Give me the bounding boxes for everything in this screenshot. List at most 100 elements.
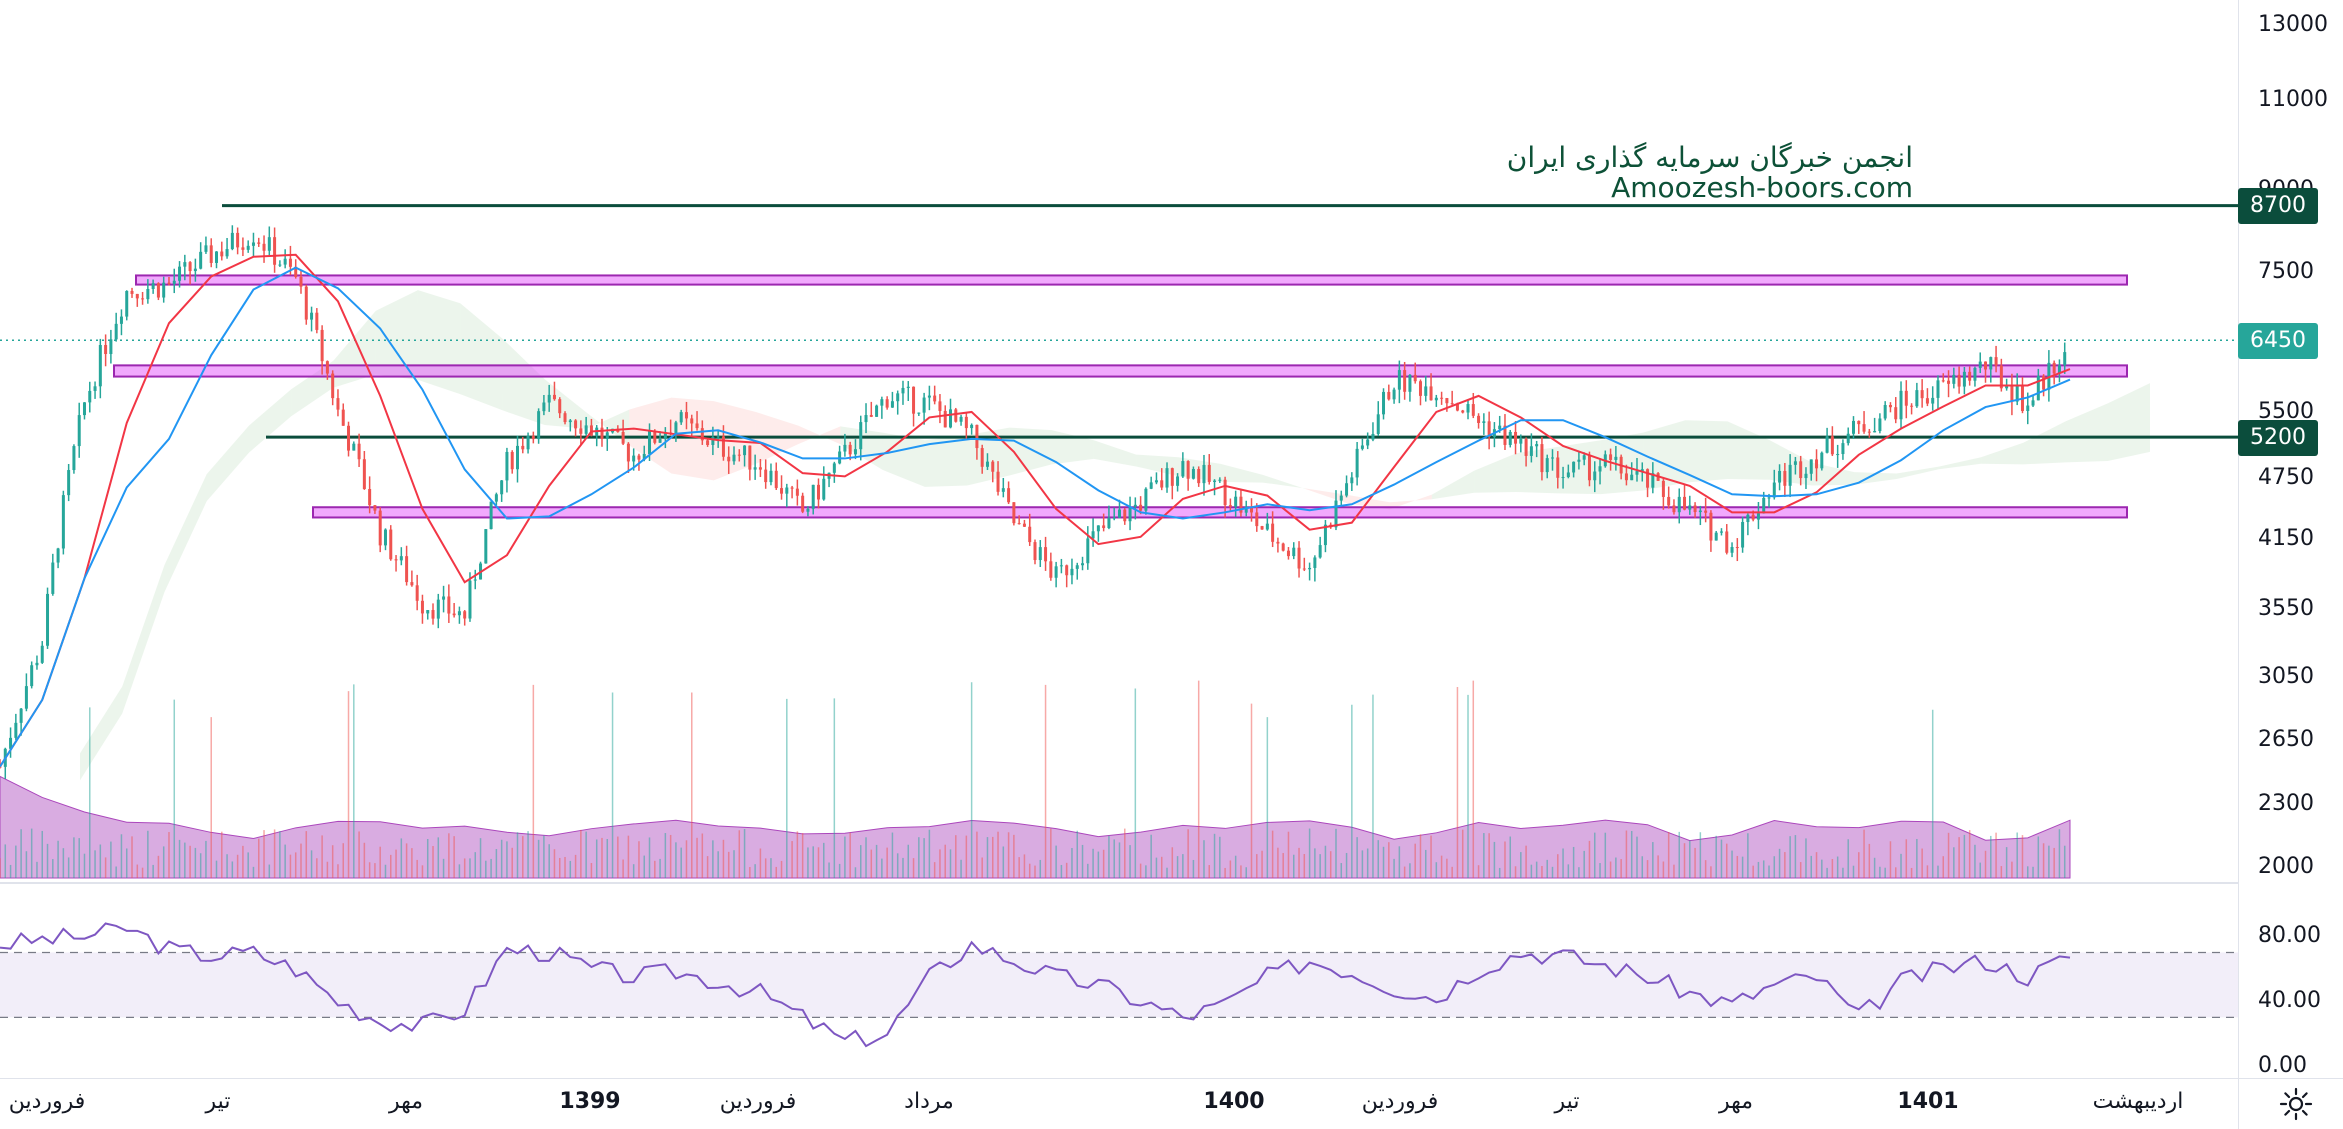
candle-body [542, 402, 546, 412]
price-tick-label: 2000 [2258, 854, 2314, 879]
candle-body [938, 401, 942, 411]
candle-body [1012, 502, 1016, 524]
candle-body [294, 266, 298, 277]
candle-body [721, 436, 725, 457]
candle-body [188, 262, 192, 272]
candle-body [1154, 480, 1158, 483]
candle-body [2026, 405, 2030, 411]
candle-body [1672, 505, 1676, 513]
candle-body [162, 282, 166, 298]
candle-body [1746, 514, 1750, 523]
candle-body [1387, 391, 1391, 400]
candle-body [1059, 565, 1063, 567]
candle-body [320, 329, 324, 362]
price-tick-label: 13000 [2258, 12, 2328, 37]
candle-body [1888, 405, 1892, 408]
candle-body [1471, 404, 1475, 416]
candle-body [1862, 424, 1866, 432]
candle-body [1255, 512, 1259, 527]
candle-body [1867, 431, 1871, 433]
moving-average-line [0, 253, 2071, 768]
rsi-tick-label: 40.00 [2258, 988, 2321, 1014]
candle-body [56, 548, 60, 563]
candle-body [1999, 365, 2003, 389]
candle-body [690, 418, 694, 424]
candle-body [1403, 370, 1407, 392]
candle-body [225, 249, 229, 257]
candle-body [801, 495, 805, 512]
candle-body [1086, 538, 1090, 564]
time-tick-label: مهر [388, 1089, 424, 1114]
candle-body [119, 316, 123, 324]
candle-body [1846, 433, 1850, 444]
candle-body [1545, 458, 1549, 473]
candle-body [220, 251, 224, 257]
candle-body [1292, 547, 1296, 557]
cloud-segment [460, 303, 503, 411]
candle-body [1223, 479, 1227, 506]
cloud-segment [798, 425, 841, 445]
candle-body [1730, 547, 1734, 553]
chart-canvas[interactable] [0, 0, 2238, 1078]
candle-body [1751, 514, 1755, 520]
candle-body [816, 484, 820, 500]
candle-body [1017, 523, 1021, 525]
candle-body [1772, 482, 1776, 498]
candle-body [964, 416, 968, 429]
candle-body [1228, 505, 1232, 507]
candle-body [1587, 455, 1591, 481]
candle-body [1830, 436, 1834, 455]
time-tick-label: مرداد [904, 1089, 954, 1114]
candle-body [906, 386, 910, 388]
candle-body [2015, 385, 2019, 402]
candle-body [980, 448, 984, 467]
candle-body [1065, 565, 1069, 576]
candle-body [880, 399, 884, 406]
candle-body [1360, 445, 1364, 449]
cloud-segment [248, 389, 292, 453]
candle-body [1857, 420, 1861, 425]
candle-body [563, 413, 567, 423]
candle-body [61, 495, 65, 549]
candle-body [1593, 471, 1597, 481]
cloud-segment [882, 432, 925, 487]
candle-body [241, 247, 245, 250]
candle-body [996, 471, 1000, 492]
volume-ma-area [0, 775, 2071, 879]
candle-body [774, 470, 778, 489]
candle-body [1445, 398, 1449, 404]
candle-body [869, 415, 873, 417]
candle-body [1978, 361, 1982, 368]
cloud-segment [1051, 430, 1094, 465]
candle-body [304, 286, 308, 320]
candle-body [727, 456, 731, 462]
candle-body [1904, 390, 1908, 406]
candle-body [1551, 457, 1554, 459]
gear-icon[interactable] [2278, 1086, 2314, 1122]
price-tick-label: 4750 [2258, 464, 2314, 490]
cloud-segment [1854, 472, 1897, 485]
candle-body [1635, 471, 1639, 475]
pane-divider[interactable] [0, 882, 2238, 884]
candle-body [251, 242, 255, 246]
candle-body [1640, 469, 1644, 472]
candle-body [415, 585, 419, 601]
candle-body [1001, 488, 1005, 492]
cloud-segment [206, 425, 249, 502]
candle-body [1323, 524, 1327, 546]
candle-body [1577, 459, 1581, 462]
candle-body [1424, 386, 1428, 396]
candle-body [1572, 461, 1576, 473]
candle-body [209, 245, 213, 263]
candle-body [389, 529, 393, 560]
candle-body [1762, 497, 1766, 514]
candle-body [1841, 443, 1845, 455]
cloud-segment [924, 435, 968, 487]
candle-body [1646, 469, 1650, 488]
price-tick-label: 7500 [2258, 259, 2314, 285]
candle-body [1276, 541, 1280, 544]
candle-body [758, 467, 762, 470]
cloud-segment [80, 686, 123, 781]
candle-body [711, 437, 715, 445]
